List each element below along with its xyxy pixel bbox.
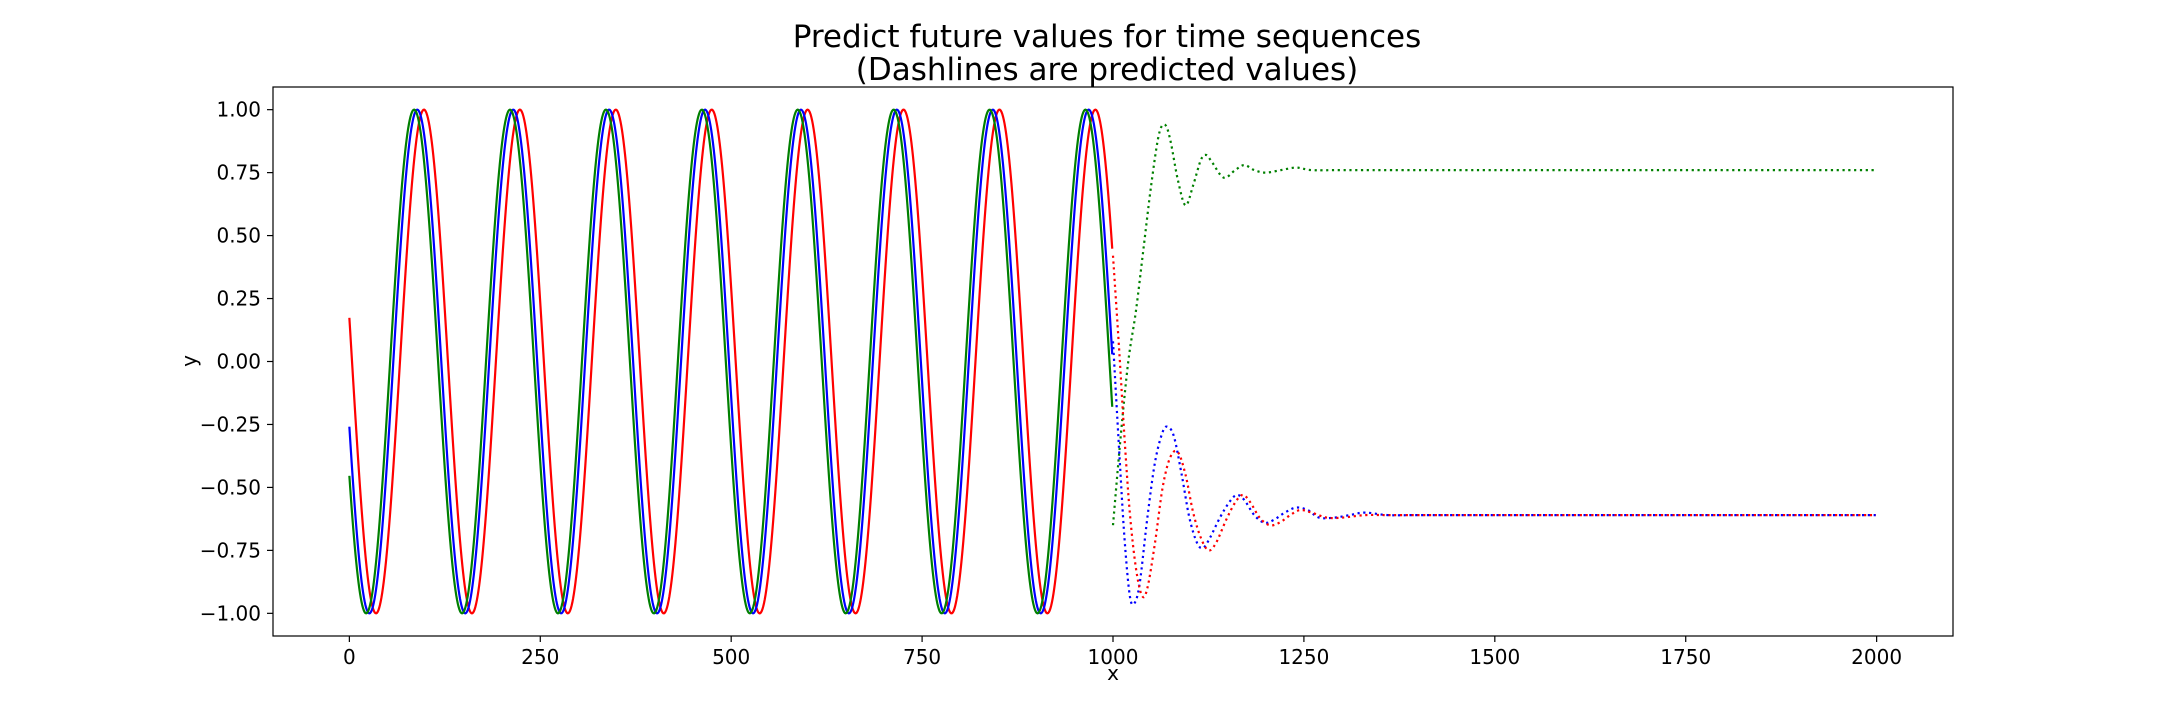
predicted-series-line-1	[1111, 123, 1876, 526]
y-tick-label: −0.75	[200, 538, 261, 562]
x-tick-label: 0	[343, 645, 356, 669]
chart-title-line-2: (Dashlines are predicted values)	[856, 52, 1359, 88]
predicted-series-line-3	[1111, 255, 1876, 599]
x-axis-label: x	[1107, 661, 1119, 685]
chart-title-line-1: Predict future values for time sequences	[793, 19, 1422, 55]
x-tick-label: 1000	[1088, 645, 1139, 669]
x-tick-label: 500	[712, 645, 750, 669]
predicted-series-group	[1111, 123, 1876, 606]
y-axis-ticks: 1.00 0.75 0.50 0.25 0.00 −0.25 −0.50 −0.75 −1.00	[200, 98, 273, 625]
observed-series-group	[348, 108, 1114, 615]
y-tick-label: 0.50	[216, 224, 261, 248]
y-tick-label: 0.25	[216, 287, 261, 311]
y-tick-label: −0.50	[200, 475, 261, 499]
y-axis-label: y	[177, 355, 201, 367]
x-axis-ticks: 0 250 500 750 1000 1250 1500 1750 2000	[343, 636, 1902, 669]
observed-series-line-2	[348, 108, 1114, 615]
x-tick-label: 250	[521, 645, 559, 669]
observed-series-line-1	[348, 108, 1114, 615]
x-tick-label: 1250	[1278, 645, 1329, 669]
y-tick-label: 1.00	[216, 98, 261, 122]
predicted-series-line-2	[1111, 341, 1876, 606]
y-tick-label: −1.00	[200, 601, 261, 625]
observed-series-line-3	[348, 108, 1114, 615]
x-tick-label: 2000	[1851, 645, 1902, 669]
y-tick-label: 0.00	[216, 350, 261, 374]
y-tick-label: 0.75	[216, 161, 261, 185]
x-tick-label: 750	[903, 645, 941, 669]
plot-area	[348, 108, 1876, 615]
x-tick-label: 1750	[1660, 645, 1711, 669]
y-tick-label: −0.25	[200, 412, 261, 436]
x-tick-label: 1500	[1469, 645, 1520, 669]
